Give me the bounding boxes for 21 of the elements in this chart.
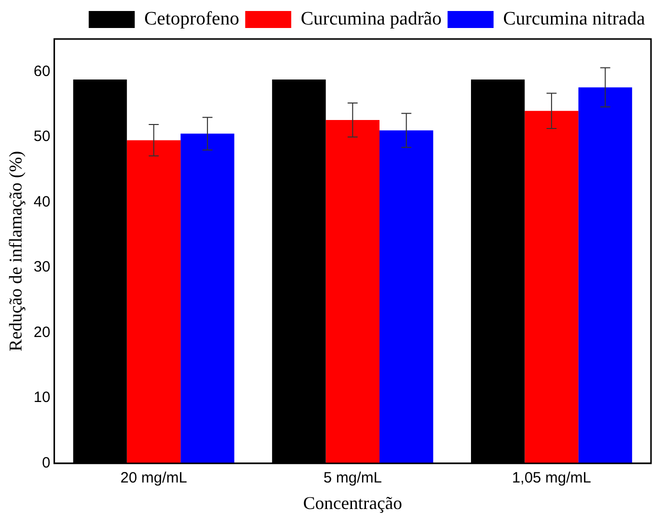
bar xyxy=(326,120,380,464)
y-tick-label: 30 xyxy=(34,258,50,276)
legend-label: Curcumina padrão xyxy=(300,8,442,30)
bar xyxy=(578,87,632,464)
y-tick-label: 60 xyxy=(34,62,50,80)
x-tick-label: 5 mg/mL xyxy=(323,470,382,487)
y-tick-label: 10 xyxy=(34,389,50,406)
legend-label: Cetoprofeno xyxy=(144,8,240,30)
y-tick-label: 20 xyxy=(34,324,50,341)
legend-label: Curcumina nitrada xyxy=(503,8,646,30)
y-tick-label: 40 xyxy=(34,193,50,210)
bar xyxy=(379,130,434,464)
bar xyxy=(126,140,181,464)
y-tick-label: 50 xyxy=(34,128,50,146)
bar xyxy=(524,110,578,464)
y-axis-title: Redução de inflamação (%) xyxy=(6,150,26,352)
x-axis-title: Concentração xyxy=(303,492,402,513)
x-tick-label: 20 mg/mL xyxy=(120,470,188,487)
x-tick-label: 1,05 mg/mL xyxy=(512,470,592,487)
y-tick-label: 0 xyxy=(42,454,50,472)
bar xyxy=(180,134,234,464)
